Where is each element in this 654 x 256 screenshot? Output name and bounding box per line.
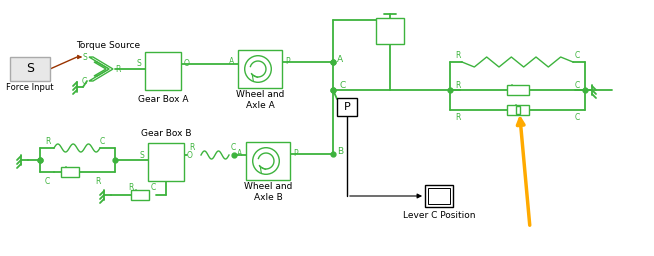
Text: B: B [337,147,343,156]
Text: P: P [343,102,351,112]
Text: C: C [575,112,580,122]
Polygon shape [94,62,109,76]
Text: R: R [455,50,460,59]
Text: S: S [139,151,144,159]
Bar [506,105,528,115]
Text: P: P [293,150,298,158]
Bar [131,190,149,200]
Bar [337,98,357,116]
Text: A: A [237,150,242,158]
Text: R: R [128,184,133,193]
Text: R: R [45,136,50,145]
Text: O: O [187,151,193,159]
Bar [10,57,50,81]
Text: Wheel and
Axle A: Wheel and Axle A [236,90,284,110]
Text: C: C [339,80,345,90]
Text: R: R [189,144,194,153]
Text: S: S [82,52,87,61]
Text: R: R [455,112,460,122]
Text: C: C [82,77,87,86]
Text: S: S [136,59,141,69]
Circle shape [252,148,279,174]
Text: A: A [337,56,343,65]
Bar [61,167,79,177]
Text: Gear Box B: Gear Box B [141,130,191,138]
Text: C: C [575,80,580,90]
Bar [246,142,290,180]
Text: C: C [100,136,105,145]
Text: C: C [231,144,236,153]
Text: P: P [285,58,290,67]
Bar [238,50,282,88]
Text: Wheel and
Axle B: Wheel and Axle B [244,182,292,202]
Text: Force Input: Force Input [7,83,54,92]
Text: O: O [184,59,190,69]
Text: Torque Source: Torque Source [76,40,140,49]
Bar [515,106,519,114]
Text: Gear Box A: Gear Box A [138,94,188,103]
Bar [428,188,450,204]
Bar [506,85,528,95]
Circle shape [245,56,271,82]
Bar [145,52,181,90]
Bar [148,143,184,181]
Polygon shape [89,57,113,81]
Text: C: C [45,176,50,186]
Text: R: R [455,80,460,90]
Text: R: R [95,176,100,186]
Bar [425,185,453,207]
Text: Lever C Position: Lever C Position [403,210,475,219]
Bar [376,18,404,44]
Text: C: C [575,50,580,59]
Text: R: R [115,65,120,73]
Text: S: S [26,62,34,76]
Text: C: C [151,184,156,193]
Text: A: A [229,58,234,67]
